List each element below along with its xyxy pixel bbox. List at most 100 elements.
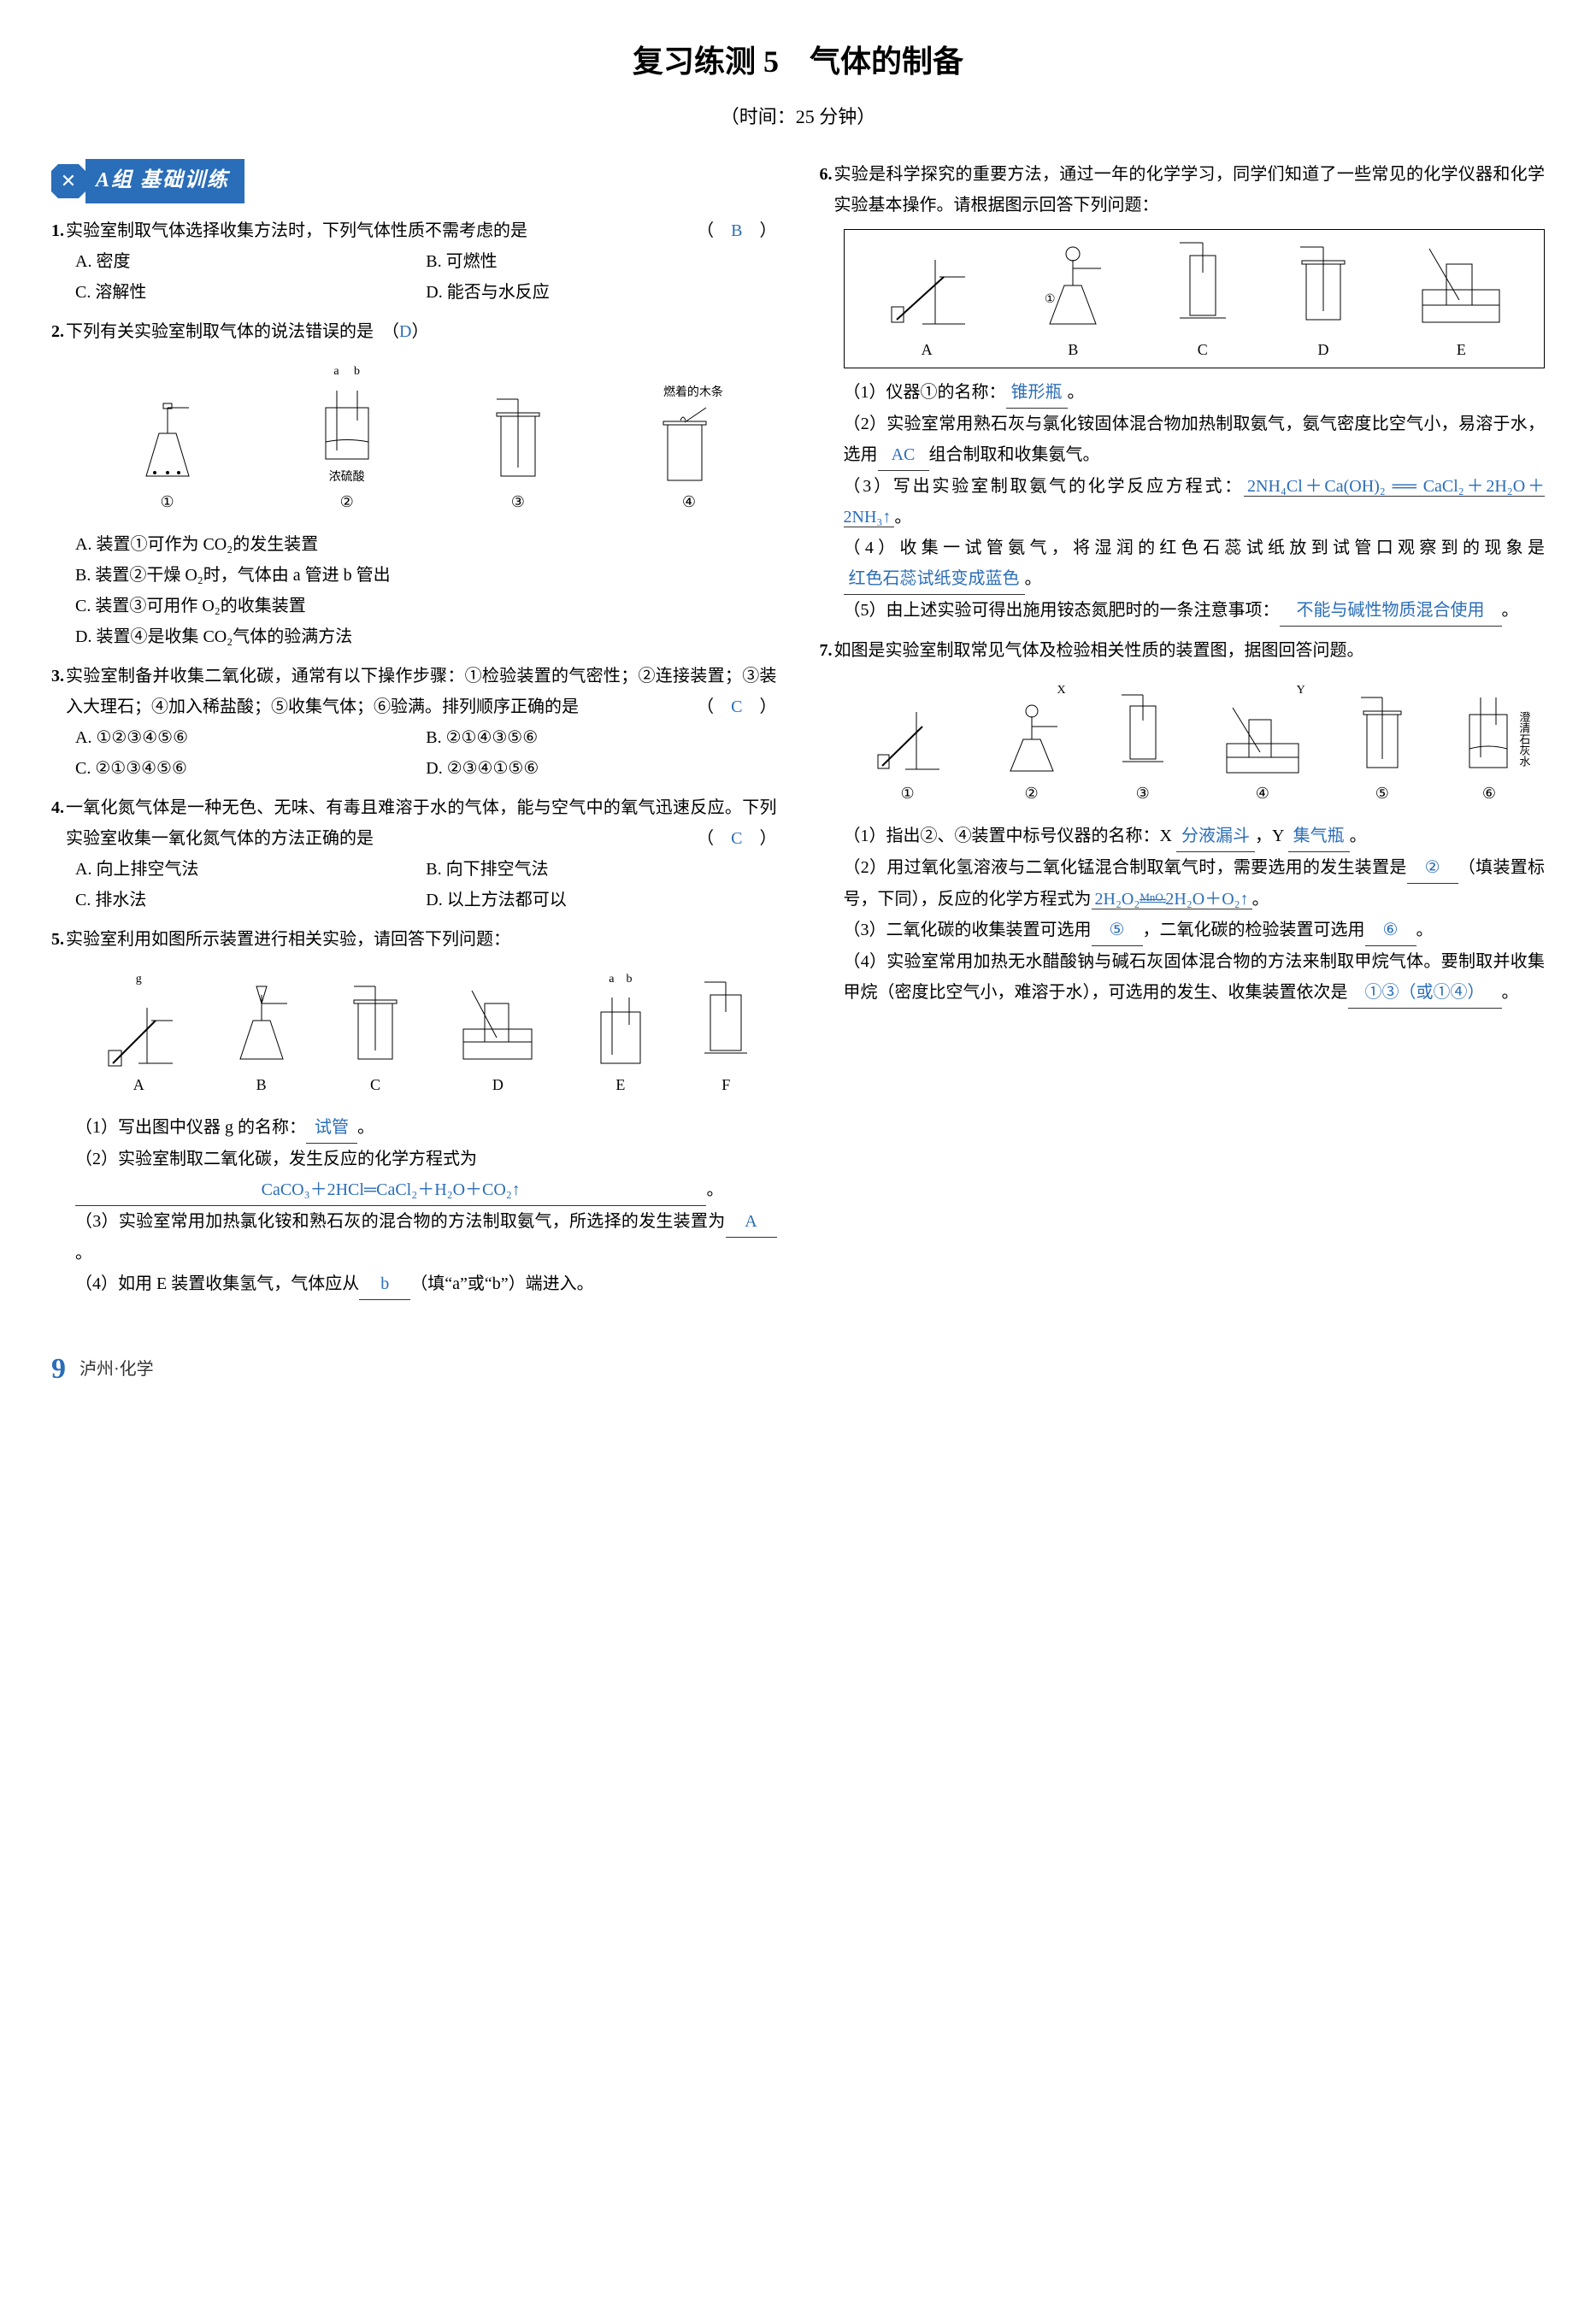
q5-g: g [100,968,177,990]
q2-text: 下列有关实验室制取气体的说法错误的是 （D） [66,316,777,347]
q6-lbl-a: A [922,341,933,358]
gas-jar-down-icon [700,978,751,1068]
q6-diagram: A ① ① B C D E [844,229,1546,368]
q1-num: 1. [51,215,64,246]
question-2: 2. 下列有关实验室制取气体的说法错误的是 （D） ① a b 浓硫酸 ② [51,316,777,653]
q1-text: 实验室制取气体选择收集方法时，下列气体性质不需考虑的是 （ B ） [66,215,777,246]
q6-s1-ans: 锥形瓶 [1006,377,1068,409]
q6-s5-pre: （5）由上述实验可得出施用铵态氮肥时的一条注意事项： [844,601,1280,620]
q5-s2-ans: CaCO₃＋2HCl═CaCl₂＋H₂O＋CO₂↑ [75,1174,706,1206]
q5-lbl-e: E [615,1076,625,1093]
q6-s3-post: 。 [894,508,911,527]
q6-s2-ans: AC [878,439,929,471]
q2-stem-end: ） [411,322,428,341]
water-collection-icon [1414,238,1508,332]
q2-b: b [354,365,360,378]
q6-lbl-d: D [1318,341,1329,358]
q4-answer: C [731,829,742,848]
q7-num: 7. [820,635,833,666]
q5-s3-ans: A [726,1206,777,1238]
q2-stem: 下列有关实验室制取气体的说法错误的是 （ [66,322,399,341]
heating-stand-icon [880,238,974,332]
flask-apparatus-icon [129,391,206,485]
q6-s5: （5）由上述实验可得出施用铵态氮肥时的一条注意事项：不能与碱性物质混合使用。 [844,595,1546,627]
q2-diagram: ① a b 浓硫酸 ② ③ 燃着的木条 ④ [75,356,777,521]
q5-s1: （1）写出图中仪器 g 的名称：试管。 [75,1112,777,1144]
q7-s1-pre: （1）指出②、④装置中标号仪器的名称：X [844,827,1176,845]
q5-lbl-f: F [721,1076,730,1093]
badge-icon: ✕ [51,164,85,198]
q1-opt-c: C. 溶解性 [75,277,426,308]
q6-s1-post: 。 [1068,383,1085,402]
q2-opt-d: D. 装置④是收集 CO₂气体的验满方法 [75,621,777,652]
q1-opt-b: B. 可燃性 [426,246,776,277]
q5-s2-post: 。 [706,1180,723,1199]
q6-lbl-e: E [1457,341,1466,358]
q3-opt-c: C. ②①③④⑤⑥ [75,753,426,784]
left-column: ✕ A组 基础训练 1. 实验室制取气体选择收集方法时，下列气体性质不需考虑的是… [51,159,777,1309]
conical-flask-funnel-icon: ① [1034,238,1111,332]
q7-s3-ans2: ⑥ [1365,915,1416,946]
q1-opt-d: D. 能否与水反应 [426,277,776,308]
q5-s3-post: 。 [75,1244,92,1262]
q6-s2-post: 组合制取和收集氨气。 [929,445,1100,464]
q6-dia-c: C [1173,238,1233,363]
q1-answer: B [731,221,742,240]
gas-jar-icon [488,391,548,485]
gas-jar-up-icon [345,978,405,1068]
q5-a: a [609,973,614,986]
gas-jar-stick-icon [655,403,723,485]
q2-lbl-1: ① [160,493,174,510]
up-jar-icon [1357,691,1408,776]
q7-s2: （2）用过氧化氢溶液与二氧化锰混合制取氧气时，需要选用的发生装置是②（填装置标号… [844,852,1546,915]
q7-lbl-1: ① [900,785,914,802]
q2-answer: D [399,322,411,341]
q5-s1-post: 。 [357,1118,374,1137]
q7-diagram: ① X ② ③ Y ④ ⑤ [844,674,1546,813]
q6-s5-ans: 不能与碱性物质混合使用 [1280,595,1502,627]
q7-s2-ans1: ② [1407,852,1458,884]
page-subtitle: （时间：25 分钟） [51,100,1545,134]
q7-lbl-5: ⑤ [1375,785,1389,802]
q2-opt-b: B. 装置②干燥 O₂时，气体由 a 管进 b 管出 [75,560,777,591]
question-5: 5. 实验室利用如图所示装置进行相关实验，请回答下列问题： g A B C [51,924,777,1300]
q1-answer-paren: （ B ） [697,215,776,246]
q7-s3-post: 。 [1416,921,1434,939]
page-footer: 9 泸州·化学 [51,1343,1545,1395]
q2-opt-a: A. 装置①可作为 CO₂的发生装置 [75,529,777,560]
question-6: 6. 实验是科学探究的重要方法，通过一年的化学学习，同学们知道了一些常见的化学仪… [820,159,1546,626]
q5-s1-pre: （1）写出图中仪器 g 的名称： [75,1118,306,1137]
q2-dia-3: ③ [488,391,548,515]
q5-s3: （3）实验室常用加热氯化铵和熟石灰的混合物的方法制取氨气，所选择的发生装置为A。 [75,1206,777,1268]
q7-s2-post: 。 [1252,890,1269,909]
badge-text: A组 基础训练 [85,159,244,203]
q7-lbl-4: ④ [1256,785,1269,802]
q5-diagram: g A B C D a b [75,963,777,1103]
page-title: 复习练测 5 气体的制备 [51,34,1545,90]
q7-s1-ans1: 分液漏斗 [1176,821,1255,852]
gas-jar-bottom-icon [1293,238,1353,332]
q4-opt-c: C. 排水法 [75,885,426,915]
q6-dia-d: D [1293,238,1353,363]
heating-tube-icon [100,991,177,1068]
q3-stem: 实验室制备并收集二氧化碳，通常有以下操作步骤：①检验装置的气密性；②连接装置；③… [66,667,777,716]
q7-s4-ans: ①③（或①④） [1348,977,1502,1009]
q7-lbl-2: ② [1025,785,1039,802]
question-1: 1. 实验室制取气体选择收集方法时，下列气体性质不需考虑的是 （ B ） A. … [51,215,777,308]
q7-s3-pre: （3）二氧化碳的收集装置可选用 [844,921,1092,939]
q5-s4-mid: （填“a”或“b”）端进入。 [410,1274,593,1293]
heating-tube-stand-icon [869,691,946,776]
q7-s4: （4）实验室常用加热无水醋酸钠与碱石灰固体混合物的方法来制取甲烷气体。要制取并收… [844,946,1546,1009]
q6-s1: （1）仪器①的名称：锥形瓶。 [844,377,1546,409]
q7-dia-5: ⑤ [1357,691,1408,807]
q6-s5-post: 。 [1502,601,1519,620]
q4-text: 一氧化氮气体是一种无色、无味、有毒且难溶于水的气体，能与空气中的氧气迅速反应。下… [66,792,777,854]
q5-s2-pre: （2）实验室制取二氧化碳，发生反应的化学方程式为 [75,1150,477,1168]
q5-num: 5. [51,924,64,955]
q4-answer-paren: （ C ） [697,823,776,854]
q7-s1-mid: ，Y [1255,827,1288,845]
q5-lbl-b: B [256,1076,267,1093]
q7-s1-post: 。 [1350,827,1367,845]
water-trough-jar-icon [1220,701,1305,776]
q2-lbl-3: ③ [511,493,525,510]
